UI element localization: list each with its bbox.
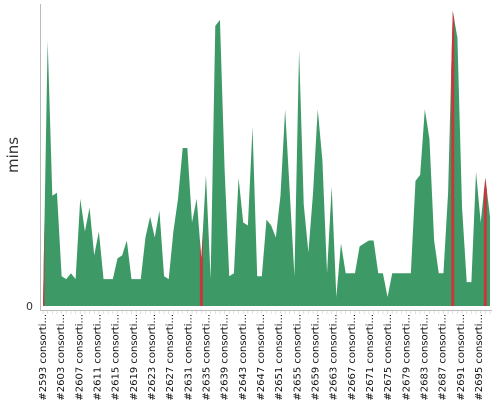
x-tick-label: #2695 consorti... (474, 314, 485, 400)
x-tick-label: #2619 consorti... (129, 314, 140, 400)
x-tick-label: #2627 consorti... (165, 314, 176, 400)
y-tick-label: 0 (26, 300, 33, 313)
highlight-mark (43, 219, 45, 306)
x-tick-label: #2647 consorti... (256, 314, 267, 400)
x-tick-label: #2651 consorti... (274, 314, 285, 400)
x-tick-label: #2687 consorti... (438, 314, 449, 400)
highlight-mark (199, 231, 203, 306)
highlight-mark (483, 177, 487, 306)
x-tick-label: #2607 consorti... (74, 314, 85, 400)
x-tick-label: #2675 consorti... (383, 314, 394, 400)
y-axis-label: mins (4, 137, 22, 173)
x-tick-label: #2671 consorti... (365, 314, 376, 400)
x-tick-label: #2663 consorti... (329, 314, 340, 400)
x-tick-label: #2655 consorti... (292, 314, 303, 400)
plot-area (43, 10, 490, 306)
x-tick-label: #2623 consorti... (147, 314, 158, 400)
x-tick-label: #2603 consorti... (56, 314, 67, 400)
x-tick-label: #2615 consorti... (111, 314, 122, 400)
x-tick-label: #2635 consorti... (202, 314, 213, 400)
x-tick-label: #2611 consorti... (93, 314, 104, 400)
x-tick-label: #2639 consorti... (220, 314, 231, 400)
highlight-mark (451, 10, 455, 306)
x-tick-label: #2631 consorti... (183, 314, 194, 400)
x-axis-ticks: #2593 consorti... #2603 consorti... #2607 … (38, 311, 491, 400)
x-tick-label: #2659 consorti... (311, 314, 322, 400)
x-tick-label: #2683 consorti... (420, 314, 431, 400)
x-tick-label: #2667 consorti... (347, 314, 358, 400)
x-tick-label: #2691 consorti... (456, 314, 467, 400)
x-tick-label: #2593 consorti... (38, 314, 49, 400)
x-tick-label: #2679 consorti... (401, 314, 412, 400)
x-tick-label: #2643 consorti... (238, 314, 249, 400)
area-series (43, 10, 490, 306)
